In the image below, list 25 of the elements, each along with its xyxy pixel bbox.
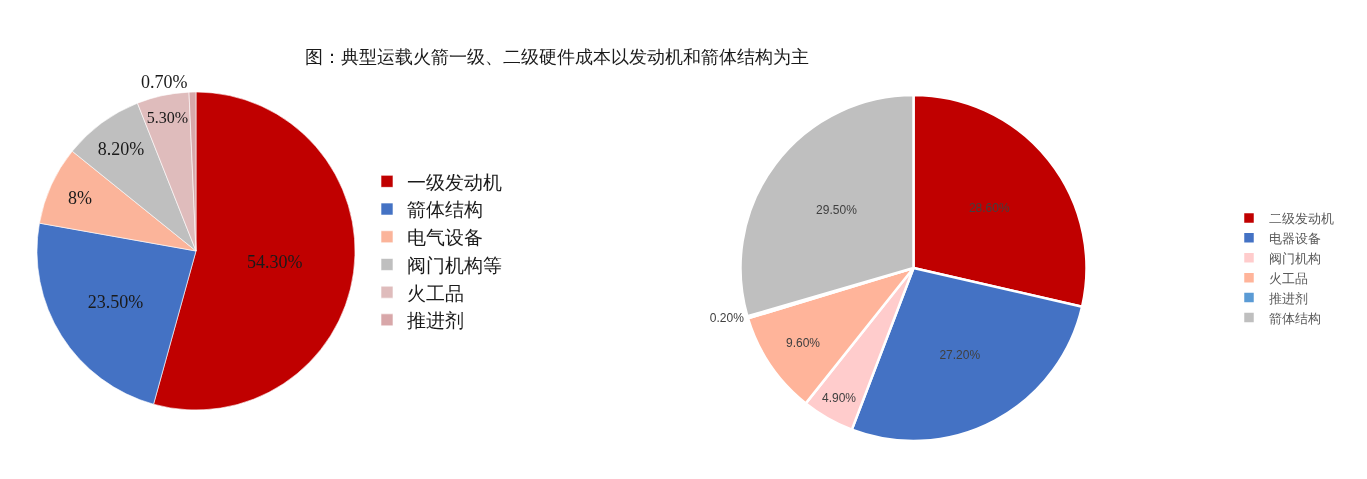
data-label: 0.70% (141, 72, 188, 93)
legend-label: 二级发动机 (1269, 211, 1334, 227)
data-label: 23.50% (87, 291, 144, 312)
legend-label: 火工品 (407, 282, 464, 304)
legend-label: 推进剂 (1269, 290, 1308, 306)
data-label: 5.30% (146, 108, 189, 126)
data-label: 27.20% (939, 348, 981, 363)
data-label: 4.90% (822, 391, 857, 406)
legend-label: 阀门机构 (1269, 250, 1321, 266)
legend-label: 电器设备 (1269, 230, 1321, 246)
text: 图：典型运载火箭一级、二级硬件成本以发动机和箭体结构为主 (305, 47, 809, 67)
data-label: 28.60% (968, 200, 1010, 215)
legend-label: 火工品 (1269, 270, 1308, 286)
data-label: 9.60% (786, 335, 821, 350)
data-label: 8% (68, 188, 93, 209)
data-label: 29.50% (816, 203, 858, 218)
legend-label: 推进剂 (407, 310, 464, 332)
legend-label: 阀门机构等 (407, 254, 502, 276)
legend-label: 一级发动机 (407, 171, 502, 193)
data-label: 54.30% (247, 251, 303, 272)
data-label: 8.20% (97, 138, 145, 159)
data-label: 0.20% (709, 310, 745, 325)
legend-label: 箭体结构 (407, 199, 483, 221)
legend-label: 箭体结构 (1269, 310, 1321, 326)
legend-label: 电气设备 (407, 227, 483, 249)
